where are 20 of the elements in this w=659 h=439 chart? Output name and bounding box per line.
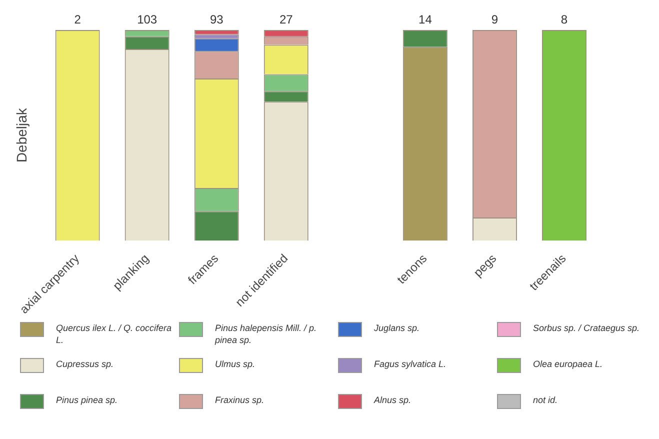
annotation: 8 (560, 12, 568, 26)
annotation: 14 (418, 12, 432, 26)
annotation: 27 (279, 12, 294, 26)
legend-label: Sorbus sp. / Crataegus sp. (533, 322, 640, 334)
legend-label: Fraxinus sp. (215, 394, 264, 406)
annotation: 9 (491, 12, 498, 26)
legend-label: Fagus sylvatica L. (374, 358, 446, 370)
legend-label: Pinus pinea sp. (56, 394, 118, 406)
legend-label: not id. (533, 394, 558, 406)
y-axis-title: Debeljak (13, 107, 30, 163)
legend-label: Olea europaea L. (533, 358, 603, 370)
annotation: 2 (74, 12, 82, 26)
annotation: 93 (210, 12, 224, 26)
annotation: 103 (137, 12, 158, 26)
legend-label: Ulmus sp. (215, 358, 256, 370)
legend-label: Alnus sp. (374, 394, 412, 406)
legend-label: Cupressus sp. (56, 358, 114, 370)
legend-label: Quercus ilex L. / Q. coccifera L. (56, 322, 173, 346)
legend-label: Pinus halepensis Mill. / p. pinea sp. (215, 322, 318, 346)
legend-label: Juglans sp. (374, 322, 420, 334)
